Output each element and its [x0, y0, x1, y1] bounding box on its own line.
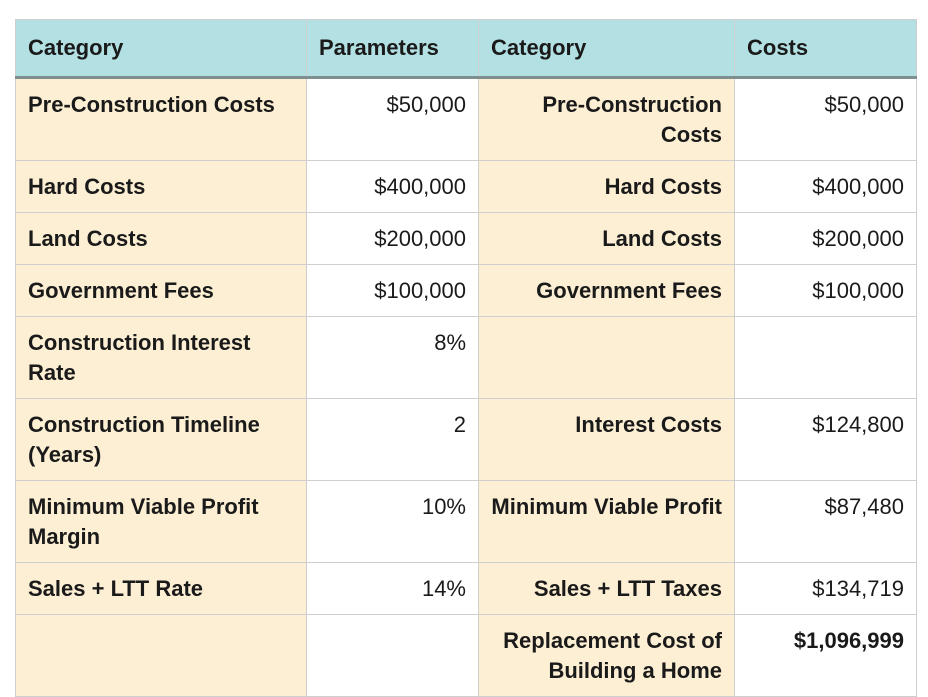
header-parameters[interactable]: Parameters	[306, 19, 479, 79]
header-category[interactable]: Category	[15, 19, 307, 79]
replacement-cost-table: Category Parameters Category Costs Pre-C…	[15, 19, 917, 697]
parameter-cell[interactable]: 8%	[306, 316, 479, 399]
parameter-cell[interactable]: $200,000	[306, 212, 479, 265]
cost-cell[interactable]: $134,719	[734, 562, 917, 615]
parameter-cell[interactable]	[306, 614, 479, 697]
cost-cell[interactable]: $400,000	[734, 160, 917, 213]
cost-cell[interactable]	[734, 316, 917, 399]
category-cell[interactable]: Sales + LTT Rate	[15, 562, 307, 615]
cost-category-cell[interactable]: Sales + LTT Taxes	[478, 562, 735, 615]
cost-category-cell[interactable]: Hard Costs	[478, 160, 735, 213]
category-cell[interactable]: Minimum Viable Profit Margin	[15, 480, 307, 563]
cost-category-cell[interactable]: Interest Costs	[478, 398, 735, 481]
table-header-row: Category Parameters Category Costs	[15, 19, 917, 79]
cost-cell[interactable]: $100,000	[734, 264, 917, 317]
table-row-total: Replacement Cost of Building a Home $1,0…	[15, 614, 917, 697]
table-row: Construction Timeline (Years) 2 Interest…	[15, 398, 917, 481]
table-row: Construction Interest Rate 8%	[15, 316, 917, 399]
cost-cell[interactable]: $200,000	[734, 212, 917, 265]
category-cell[interactable]: Hard Costs	[15, 160, 307, 213]
parameter-cell[interactable]: $50,000	[306, 77, 479, 161]
cost-cell[interactable]: $50,000	[734, 77, 917, 161]
cost-table-container: Category Parameters Category Costs Pre-C…	[15, 19, 917, 697]
category-cell[interactable]: Construction Interest Rate	[15, 316, 307, 399]
cost-category-cell[interactable]: Land Costs	[478, 212, 735, 265]
table-row: Minimum Viable Profit Margin 10% Minimum…	[15, 480, 917, 563]
table-row: Sales + LTT Rate 14% Sales + LTT Taxes $…	[15, 562, 917, 615]
category-cell[interactable]: Pre-Construction Costs	[15, 77, 307, 161]
header-costs[interactable]: Costs	[734, 19, 917, 79]
cost-category-cell[interactable]	[478, 316, 735, 399]
parameter-cell[interactable]: 2	[306, 398, 479, 481]
table-row: Hard Costs $400,000 Hard Costs $400,000	[15, 160, 917, 213]
category-cell[interactable]	[15, 614, 307, 697]
category-cell[interactable]: Land Costs	[15, 212, 307, 265]
table-row: Government Fees $100,000 Government Fees…	[15, 264, 917, 317]
parameter-cell[interactable]: $400,000	[306, 160, 479, 213]
table-row: Pre-Construction Costs $50,000 Pre-Const…	[15, 77, 917, 161]
header-cost-category[interactable]: Category	[478, 19, 735, 79]
cost-category-cell[interactable]: Government Fees	[478, 264, 735, 317]
parameter-cell[interactable]: $100,000	[306, 264, 479, 317]
category-cell[interactable]: Construction Timeline (Years)	[15, 398, 307, 481]
cost-category-cell[interactable]: Minimum Viable Profit	[478, 480, 735, 563]
cost-category-cell[interactable]: Pre-Construction Costs	[478, 77, 735, 161]
parameter-cell[interactable]: 14%	[306, 562, 479, 615]
category-cell[interactable]: Government Fees	[15, 264, 307, 317]
table-row: Land Costs $200,000 Land Costs $200,000	[15, 212, 917, 265]
parameter-cell[interactable]: 10%	[306, 480, 479, 563]
cost-cell[interactable]: $124,800	[734, 398, 917, 481]
total-cost-cell[interactable]: $1,096,999	[734, 614, 917, 697]
total-label-cell[interactable]: Replacement Cost of Building a Home	[478, 614, 735, 697]
cost-cell[interactable]: $87,480	[734, 480, 917, 563]
